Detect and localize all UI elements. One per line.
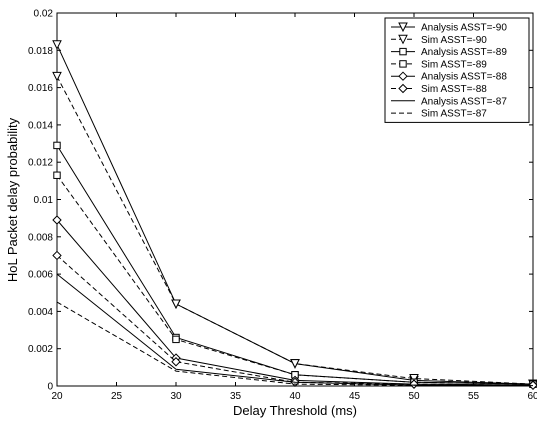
y-tick-label: 0.002 — [28, 344, 53, 355]
series-6 — [56, 273, 534, 387]
legend-swatch-marker — [398, 83, 408, 94]
legend-swatch-marker — [398, 22, 408, 33]
x-tick-label: 50 — [408, 391, 420, 402]
data-point — [53, 141, 61, 150]
data-point — [409, 374, 419, 384]
legend-label: Sim ASST=-88 — [421, 84, 487, 95]
data-point — [409, 379, 419, 389]
y-tick-label: 0.012 — [28, 158, 53, 169]
series-line — [56, 273, 534, 387]
legend-label: Analysis ASST=-88 — [421, 72, 507, 83]
legend-label: Sim ASST=-87 — [421, 109, 487, 120]
x-tick-label: 35 — [230, 391, 242, 402]
data-point — [172, 335, 180, 344]
legend-label: Sim ASST=-90 — [421, 35, 487, 46]
legend-label: Analysis ASST=-87 — [421, 96, 507, 107]
legend-label: Sim ASST=-89 — [421, 59, 487, 70]
data-point — [52, 250, 62, 261]
series-line — [56, 301, 534, 387]
y-tick-label: 0.006 — [28, 270, 53, 281]
series-7 — [56, 301, 534, 387]
x-tick-label: 30 — [170, 391, 182, 402]
y-tick-label: 0.018 — [28, 46, 53, 57]
y-tick-label: 0 — [47, 382, 53, 393]
data-point — [171, 299, 181, 310]
legend-box — [384, 17, 530, 123]
data-point — [53, 171, 61, 179]
legend-swatch-marker — [399, 47, 407, 56]
data-point — [52, 40, 62, 50]
legend-swatch-marker — [399, 60, 407, 68]
series-line — [56, 76, 534, 385]
y-tick-label: 0.02 — [34, 9, 54, 20]
legend-label: Analysis ASST=-90 — [421, 23, 507, 34]
x-tick-label: 60 — [527, 391, 537, 402]
y-tick-label: 0.004 — [28, 307, 53, 318]
y-tick-label: 0.014 — [28, 120, 53, 131]
x-axis-label: Delay Threshold (ms) — [233, 403, 357, 418]
x-tick-label: 55 — [468, 391, 480, 402]
x-tick-label: 40 — [289, 391, 301, 402]
x-tick-label: 45 — [349, 391, 361, 402]
y-tick-label: 0.008 — [28, 232, 53, 243]
y-tick-label: 0.016 — [28, 83, 53, 94]
data-point — [171, 357, 181, 367]
x-tick-label: 20 — [51, 391, 63, 402]
legend-label: Analysis ASST=-89 — [421, 47, 507, 58]
legend-swatch-marker — [398, 71, 408, 81]
legend-swatch-marker — [398, 34, 408, 45]
data-point — [52, 215, 62, 225]
y-tick-label: 0.01 — [34, 195, 54, 206]
data-point — [290, 359, 300, 369]
x-tick-label: 25 — [111, 391, 123, 402]
y-axis-label: HoL Packet delay probability — [5, 117, 20, 282]
axis-ticks: 20 25 30 35 40 45 50 55 60 0 0.002 0.004 0.006 0.008 0… — [28, 9, 537, 403]
data-point — [52, 71, 62, 82]
series-layer — [52, 40, 537, 390]
